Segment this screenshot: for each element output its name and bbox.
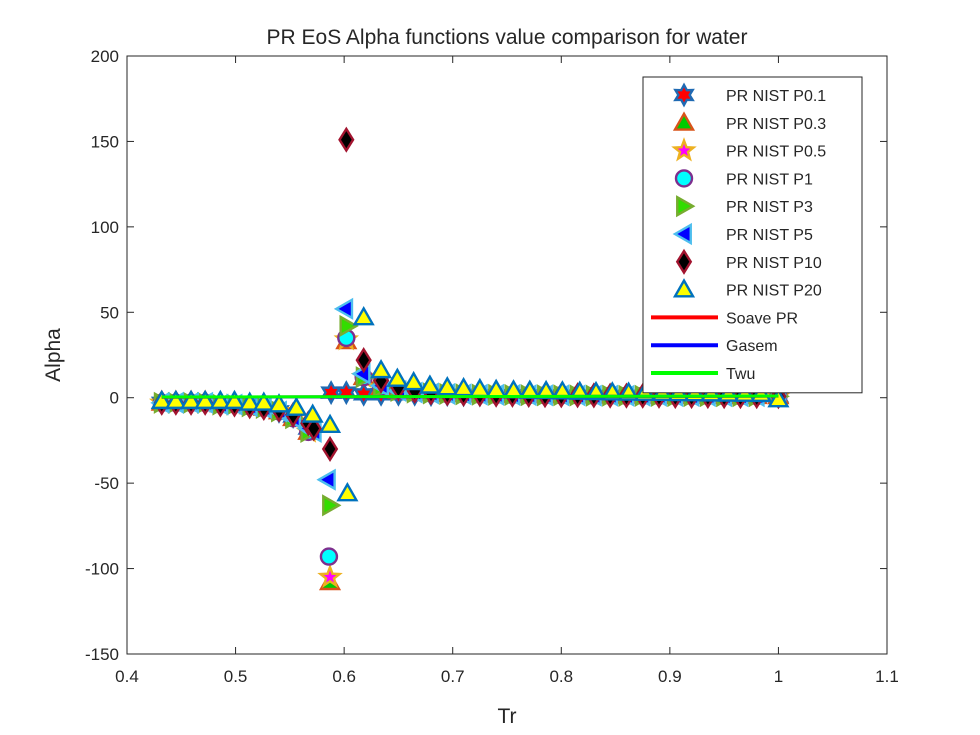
data-point <box>402 370 425 391</box>
data-point <box>317 563 343 588</box>
data-point <box>339 314 359 338</box>
legend-marker <box>672 278 696 298</box>
data-point <box>767 388 790 408</box>
x-tick-label: 0.9 <box>658 667 682 686</box>
legend-label: Gasem <box>726 338 778 355</box>
chart-title: PR EoS Alpha functions value comparison … <box>267 26 748 49</box>
legend: PR NIST P0.1 PR NIST P0.3 PR NIST P0.5 PR N… <box>642 76 863 394</box>
data-point <box>336 481 359 502</box>
x-tick-label: 1.1 <box>875 667 899 686</box>
data-point <box>285 396 308 416</box>
legend-entry-pr-nist-p5: PR NIST P5 <box>672 222 813 246</box>
data-point <box>319 547 339 566</box>
data-point <box>386 367 409 387</box>
data-point <box>305 415 322 442</box>
legend-label: PR NIST P0.5 <box>726 144 826 161</box>
x-axis-label: Tr <box>497 705 516 728</box>
x-tick-label: 0.8 <box>549 667 573 686</box>
data-point <box>352 305 375 326</box>
axes-box <box>126 55 888 655</box>
axes-layer: 0.4 0.5 0.6 0.7 0.8 0.9 1 1.1 -150 -100 -50 0 50 100 1… <box>85 47 899 686</box>
legend-label: PR NIST P10 <box>726 255 822 272</box>
legend-entry-pr-nist-p20: PR NIST P20 <box>672 278 822 300</box>
legend-entry-pr-nist-p0-1: PR NIST P0.1 <box>673 82 826 108</box>
legend-marker <box>672 111 696 131</box>
data-point <box>194 389 217 410</box>
data-point <box>335 380 358 406</box>
legend-marker <box>672 222 692 246</box>
legend-entry-pr-nist-p10: PR NIST P10 <box>675 248 822 275</box>
y-tick-label: -100 <box>85 560 119 579</box>
legend-label: PR NIST P0.1 <box>726 88 826 105</box>
data-point <box>333 297 354 320</box>
legend-label: PR NIST P0.3 <box>726 116 826 133</box>
legend-marker <box>675 248 693 275</box>
y-tick-label: 0 <box>110 389 119 408</box>
data-point <box>369 358 393 379</box>
data-point <box>318 413 342 434</box>
legend-entry-gasem: Gasem <box>651 338 778 355</box>
y-tick-label: 150 <box>91 132 119 151</box>
data-point <box>568 380 591 400</box>
legend-label: Twu <box>726 366 755 383</box>
legend-label: PR NIST P1 <box>726 171 813 188</box>
x-tick-label: 0.6 <box>332 667 356 686</box>
legend-marker <box>676 195 696 218</box>
series-line-twu <box>161 394 779 399</box>
legend-label: PR NIST P3 <box>726 199 813 216</box>
legend-entry-pr-nist-p0-3: PR NIST P0.3 <box>672 111 826 133</box>
series-twu <box>161 394 779 399</box>
legend-entry-twu: Twu <box>651 366 755 383</box>
data-point <box>301 403 324 423</box>
data-point <box>223 389 246 410</box>
data-point <box>436 376 459 396</box>
data-point <box>150 389 173 410</box>
y-axis-label: Alpha <box>42 328 65 382</box>
data-point <box>164 389 187 410</box>
y-tick-label: 100 <box>91 218 119 237</box>
legend-label: Soave PR <box>726 310 798 327</box>
data-point <box>267 393 291 413</box>
data-point <box>209 389 232 410</box>
y-tick-label: -50 <box>94 474 119 493</box>
data-point <box>355 347 372 374</box>
legend-label: PR NIST P20 <box>726 283 822 300</box>
legend-entry-pr-nist-p3: PR NIST P3 <box>676 195 813 218</box>
data-point <box>322 494 342 517</box>
x-tick-label: 0.5 <box>224 667 248 686</box>
data-point <box>338 126 355 153</box>
legend-entry-pr-nist-p0-5: PR NIST P0.5 <box>671 137 826 162</box>
data-point <box>551 380 574 400</box>
x-tick-label: 1 <box>774 667 783 686</box>
y-tick-label: 50 <box>100 303 119 322</box>
data-point <box>179 389 203 410</box>
legend-marker <box>671 137 697 162</box>
x-tick-label: 0.7 <box>441 667 465 686</box>
legend-entry-pr-nist-p1: PR NIST P1 <box>674 169 813 188</box>
data-point <box>238 391 261 411</box>
legend-entry-soave-pr: Soave PR <box>651 310 798 327</box>
x-tick-label: 0.4 <box>115 667 139 686</box>
y-tick-label: 200 <box>91 47 119 66</box>
legend-marker <box>674 169 694 188</box>
data-point <box>316 468 336 491</box>
legend-marker <box>673 82 695 108</box>
data-point <box>252 391 275 411</box>
data-point <box>418 374 441 394</box>
y-tick-label: -150 <box>85 645 119 664</box>
legend-label: PR NIST P5 <box>726 227 813 244</box>
data-point <box>321 435 339 463</box>
